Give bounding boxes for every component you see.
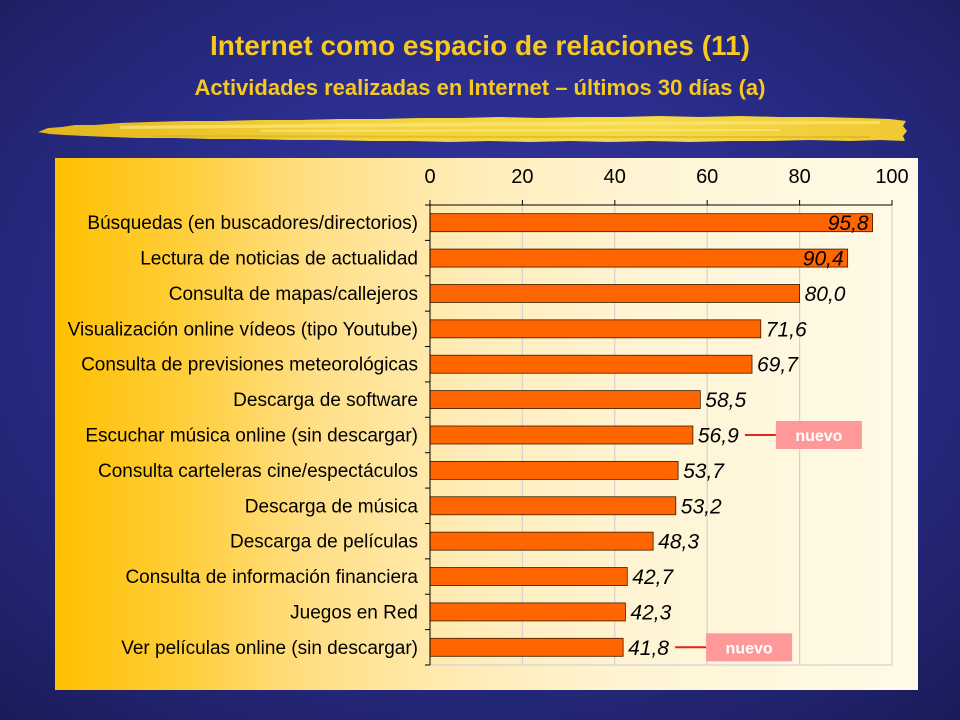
value-label: 80,0 (805, 283, 846, 306)
value-label: 42,3 (630, 601, 671, 624)
brush-streak (260, 129, 780, 132)
badge-box (706, 633, 793, 662)
bar-13 (429, 637, 624, 657)
chart-panel: 0 20 40 60 80 100 Búsquedas (en buscadores/dir… (55, 158, 918, 690)
category-label: Búsquedas (en buscadores/directorios) (87, 213, 418, 234)
bar-3 (429, 284, 801, 303)
value-label: 58,5 (705, 389, 746, 412)
title-brush-stroke (38, 116, 907, 142)
brush-band (38, 116, 907, 142)
category-label: Visualización online vídeos (tipo Youtub… (68, 319, 418, 340)
nuevo-badge: nuevo (775, 421, 862, 449)
badge-label: nuevo (795, 428, 842, 445)
bar-7 (429, 425, 694, 445)
brush-shadow-streak (150, 135, 870, 138)
x-tick-label: 100 (875, 166, 908, 188)
category-label: Consulta de información financiera (125, 567, 418, 588)
slide-title: Internet como espacio de relaciones (11) (210, 30, 750, 61)
x-tick-label: 60 (696, 166, 718, 188)
value-label: 71,6 (766, 318, 807, 341)
value-label: 41,8 (628, 637, 669, 660)
badge-box (775, 421, 862, 449)
category-label: Descarga de películas (230, 532, 418, 553)
value-label: 56,9 (698, 425, 739, 448)
bar-9 (429, 496, 677, 516)
brush-highlight (120, 121, 880, 129)
bar-1 (429, 213, 873, 233)
value-label: 48,3 (658, 531, 699, 554)
category-label: Consulta de previsiones meteorológicas (81, 355, 418, 376)
nuevo-badge: nuevo (706, 633, 793, 662)
value-label: 42,7 (632, 566, 674, 589)
category-label: Descarga de música (245, 496, 419, 517)
category-label: Escuchar música online (sin descargar) (85, 426, 418, 447)
x-tick-label: 0 (424, 166, 435, 188)
value-label: 95,8 (828, 212, 869, 235)
value-label: 90,4 (803, 248, 844, 271)
bar-chart: 0 20 40 60 80 100 Búsquedas (en buscadores/dir… (68, 166, 909, 666)
bar-2 (429, 248, 849, 268)
bar-10 (429, 531, 654, 551)
slide-subtitle: Actividades realizadas en Internet – últ… (194, 75, 766, 100)
category-label: Consulta carteleras cine/espectáculos (98, 461, 418, 482)
bar-6 (429, 390, 701, 410)
category-label: Consulta de mapas/callejeros (169, 284, 418, 305)
x-tick-label: 40 (604, 166, 626, 188)
bar-5 (429, 354, 753, 374)
category-label: Descarga de software (233, 390, 418, 411)
category-label: Juegos en Red (290, 602, 418, 623)
value-label: 53,7 (683, 460, 725, 483)
value-label: 69,7 (757, 354, 799, 377)
x-tick-label: 80 (788, 166, 810, 188)
x-tick-label: 20 (511, 166, 533, 188)
bar-11 (429, 567, 628, 586)
bar-12 (429, 602, 626, 622)
bar-4 (429, 319, 762, 339)
category-label: Lectura de noticias de actualidad (140, 249, 418, 270)
value-label: 53,2 (681, 495, 722, 518)
category-label: Ver películas online (sin descargar) (121, 638, 418, 659)
badge-label: nuevo (726, 640, 773, 657)
bar-8 (429, 460, 679, 480)
